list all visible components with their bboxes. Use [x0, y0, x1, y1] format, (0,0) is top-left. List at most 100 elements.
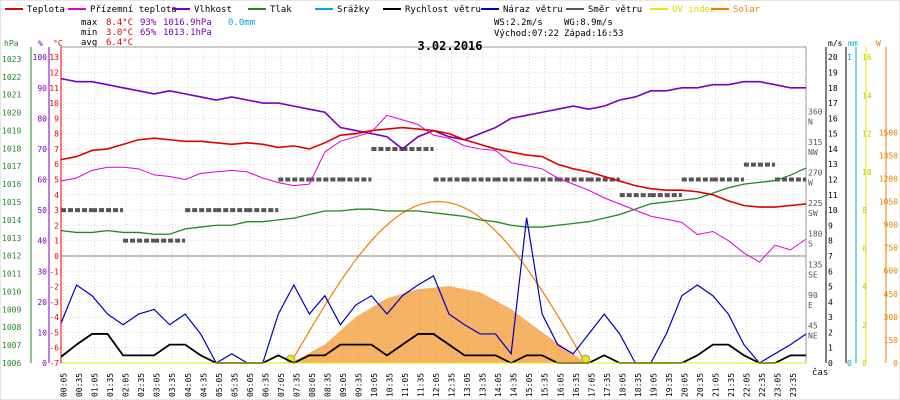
- x-tick-31: 15:35: [541, 373, 550, 397]
- celsius-tick-8: 1: [54, 237, 59, 246]
- ms-tick-2: 2: [828, 328, 833, 337]
- hpa-tick-5: 1011: [2, 270, 21, 279]
- x-tick-45: 22:35: [758, 373, 767, 397]
- percent-tick-5: 50: [37, 206, 47, 215]
- percent-tick-7: 70: [37, 145, 47, 154]
- ms-tick-18: 18: [828, 84, 838, 93]
- solar-tick-4: 600: [884, 267, 899, 276]
- stat-hum-0: 93%: [140, 18, 157, 28]
- legend-label-3: Tlak: [270, 5, 292, 15]
- hpa-tick-14: 1020: [2, 109, 21, 118]
- x-tick-0: 00:05: [60, 373, 69, 397]
- series-layer: [60, 77, 807, 365]
- x-tick-8: 04:05: [184, 373, 193, 397]
- dir-tick-15: NE: [808, 331, 818, 340]
- legend-label-5: Rychlost větru: [405, 5, 481, 15]
- stat-temp-1: 3.0°C: [106, 28, 133, 38]
- x-tick-32: 16:05: [556, 373, 565, 397]
- chart-title: 3.02.2016: [417, 39, 482, 53]
- percent-tick-3: 30: [37, 267, 47, 276]
- dir-tick-8: 180: [808, 230, 823, 239]
- axis-celsius-title: °C: [53, 39, 63, 48]
- stats-block: max 8.4°C 93% 1016.9hPa 0.0mm min 3.0°C 65% 1013…: [81, 18, 624, 48]
- dir-tick-2: 315: [808, 138, 823, 147]
- uv-tick-4: 4: [862, 283, 867, 292]
- celsius-tick-16: 9: [54, 114, 59, 123]
- x-tick-37: 18:35: [634, 373, 643, 397]
- temp-line: [60, 126, 807, 208]
- hpa-tick-6: 1012: [2, 252, 21, 261]
- ms-tick-4: 4: [828, 298, 833, 307]
- ms-tick-5: 5: [828, 283, 833, 292]
- ms-tick-11: 11: [828, 191, 838, 200]
- x-tick-34: 17:05: [587, 373, 596, 397]
- legend-label-9: Solar: [733, 5, 761, 15]
- celsius-tick-17: 10: [49, 99, 59, 108]
- ms-tick-14: 14: [828, 145, 838, 154]
- x-tick-21: 10:35: [386, 373, 395, 397]
- legend-label-7: Směr větru: [588, 5, 642, 15]
- x-tick-13: 06:35: [261, 373, 270, 397]
- axis-ms-title: m/s: [828, 39, 843, 48]
- axis-hpa-title: hPa: [4, 39, 19, 48]
- x-tick-30: 15:05: [525, 373, 534, 397]
- x-tick-25: 12:35: [448, 373, 457, 397]
- x-tick-16: 08:05: [308, 373, 317, 397]
- dir-tick-6: 225: [808, 199, 823, 208]
- ms-tick-9: 9: [828, 221, 833, 230]
- solar-tick-3: 450: [884, 290, 899, 299]
- ms-tick-8: 8: [828, 237, 833, 246]
- hpa-tick-9: 1015: [2, 198, 21, 207]
- dir-tick-11: SE: [808, 270, 818, 279]
- celsius-tick-4: -3: [49, 298, 59, 307]
- axis-solar-title: W: [876, 39, 881, 48]
- x-tick-19: 09:35: [354, 373, 363, 397]
- legend: Teplota Přízemní teplota Vlhkost Tlak Srážky…: [5, 5, 761, 15]
- celsius-tick-9: 2: [54, 221, 59, 230]
- celsius-tick-14: 7: [54, 145, 59, 154]
- uv-tick-8: 8: [862, 206, 867, 215]
- dir-tick-3: NW: [808, 148, 818, 157]
- pressure-line: [60, 167, 807, 235]
- percent-tick-4: 40: [37, 237, 47, 246]
- ms-tick-15: 15: [828, 130, 838, 139]
- dir-tick-5: W: [808, 179, 813, 188]
- uv-tick-16: 16: [862, 53, 872, 62]
- celsius-tick-19: 12: [49, 68, 59, 77]
- dir-tick-12: 90: [808, 291, 818, 300]
- stat-pres-1: 1013.1hPa: [163, 28, 212, 38]
- x-tick-35: 17:35: [603, 373, 612, 397]
- x-tick-4: 02:05: [122, 373, 131, 397]
- x-tick-29: 14:35: [510, 373, 519, 397]
- ms-tick-13: 13: [828, 160, 838, 169]
- solar-tick-2: 300: [884, 313, 899, 322]
- dir-tick-14: 45: [808, 321, 818, 330]
- percent-tick-1: 10: [37, 328, 47, 337]
- celsius-tick-10: 3: [54, 206, 59, 215]
- stat-pres-0: 1016.9hPa: [163, 18, 212, 28]
- stat-sunrise: Východ:07:22: [494, 29, 559, 39]
- solar-tick-5: 750: [884, 244, 899, 253]
- x-tick-39: 19:35: [665, 373, 674, 397]
- x-tick-14: 07:05: [277, 373, 286, 397]
- mm-tick-0: 0: [847, 359, 852, 368]
- axis-mm-title: mm: [848, 39, 858, 48]
- x-tick-47: 23:35: [789, 373, 798, 397]
- ms-tick-3: 3: [828, 313, 833, 322]
- legend-label-2: Vlhkost: [194, 5, 232, 15]
- hpa-tick-2: 1008: [2, 323, 21, 332]
- ms-tick-16: 16: [828, 114, 838, 123]
- hpa-tick-16: 1022: [2, 73, 21, 82]
- x-tick-5: 02:35: [137, 373, 146, 397]
- solar-tick-9: 1350: [879, 151, 898, 160]
- x-tick-36: 18:05: [618, 373, 627, 397]
- legend-label-1: Přízemní teplota: [90, 5, 177, 15]
- x-tick-7: 03:35: [168, 373, 177, 397]
- solar-tick-1: 150: [884, 336, 899, 345]
- x-tick-20: 10:05: [370, 373, 379, 397]
- celsius-tick-3: -4: [49, 313, 59, 322]
- axis-percent-title: %: [38, 39, 43, 48]
- hpa-tick-12: 1018: [2, 144, 21, 153]
